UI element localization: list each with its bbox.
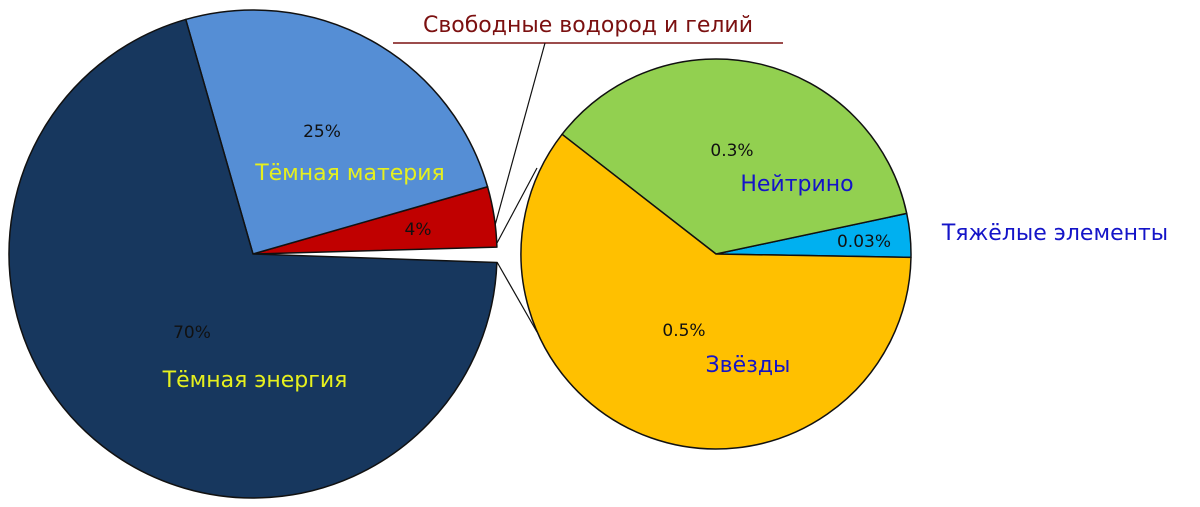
value-label: 0.5% xyxy=(662,321,705,341)
connector-line xyxy=(496,167,538,244)
pie-slice xyxy=(8,18,498,499)
connector-line xyxy=(496,261,538,333)
pie-slice xyxy=(184,9,489,255)
value-label: 0.3% xyxy=(710,141,753,161)
value-label: 25% xyxy=(303,122,341,142)
value-label: 0.03% xyxy=(837,232,891,252)
slice-label: Тёмная материя xyxy=(254,161,445,186)
value-label: 70% xyxy=(173,323,211,343)
pie-slice xyxy=(561,58,908,255)
slice-label: Нейтрино xyxy=(740,172,853,197)
slice-label: Тёмная энергия xyxy=(162,368,348,393)
callout-leader xyxy=(490,42,546,241)
slice-label: Звёзды xyxy=(706,353,791,378)
value-label: 4% xyxy=(405,220,432,240)
slice-label: Свободные водород и гелий xyxy=(423,13,753,38)
slice-label: Тяжёлые элементы xyxy=(941,221,1168,246)
pie-slice xyxy=(520,133,912,450)
